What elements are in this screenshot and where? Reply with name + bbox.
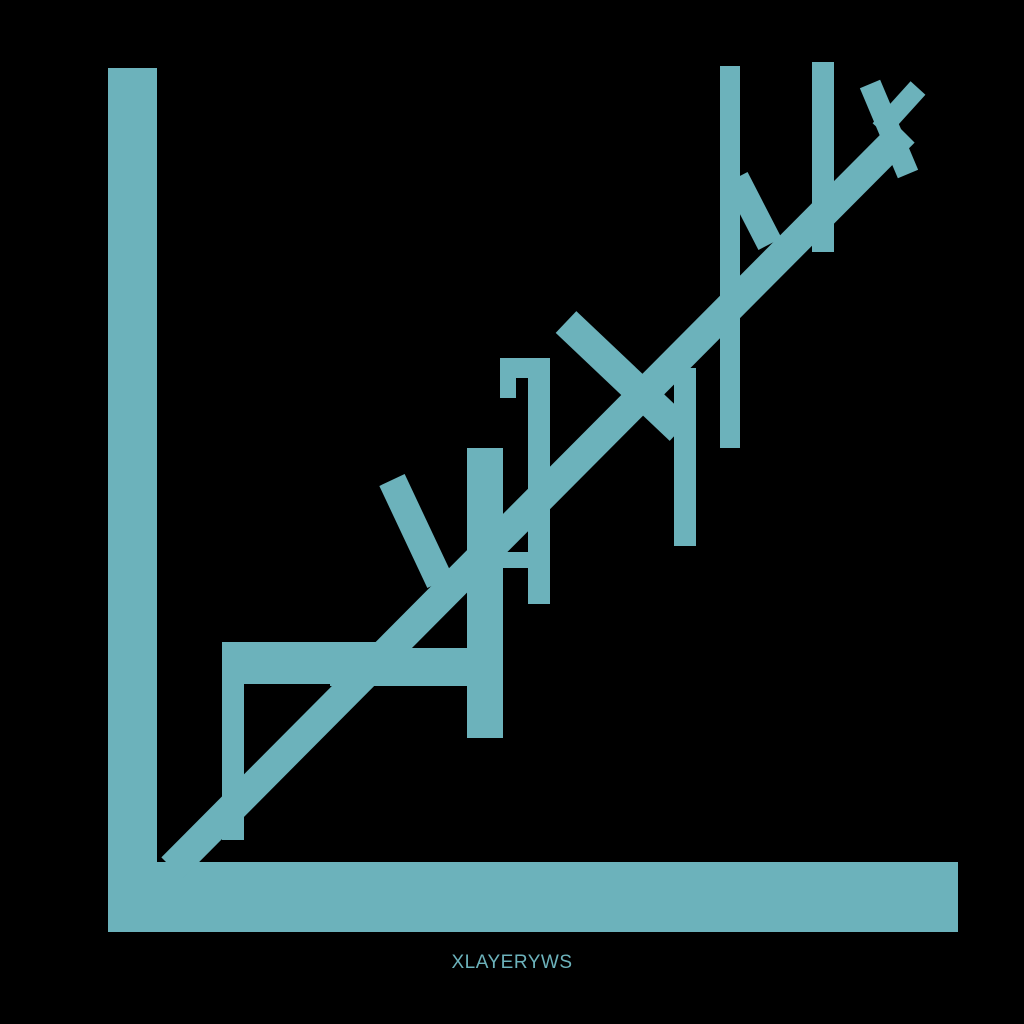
glyph-vertical-5 (674, 368, 696, 546)
glyph-vertical-6 (720, 66, 740, 448)
glyph-horizontal-4 (500, 378, 516, 398)
glyph-slant-5 (872, 81, 926, 137)
glyph-slant-1 (379, 474, 453, 588)
y-axis-bar (108, 68, 157, 932)
glyph-horizontal-2 (330, 648, 470, 686)
glyph-slant-3 (724, 172, 782, 250)
glyph-vertical-1 (222, 642, 244, 840)
glyph-vertical-4 (528, 358, 550, 604)
caption-text: XLAYERYWS (451, 952, 573, 973)
x-axis-bar (108, 862, 958, 932)
glyph-vertical-2 (467, 448, 503, 738)
glyph-horizontal-3 (500, 552, 550, 568)
glyph-vertical-7 (812, 62, 834, 252)
glyph-slant-2 (555, 311, 691, 441)
